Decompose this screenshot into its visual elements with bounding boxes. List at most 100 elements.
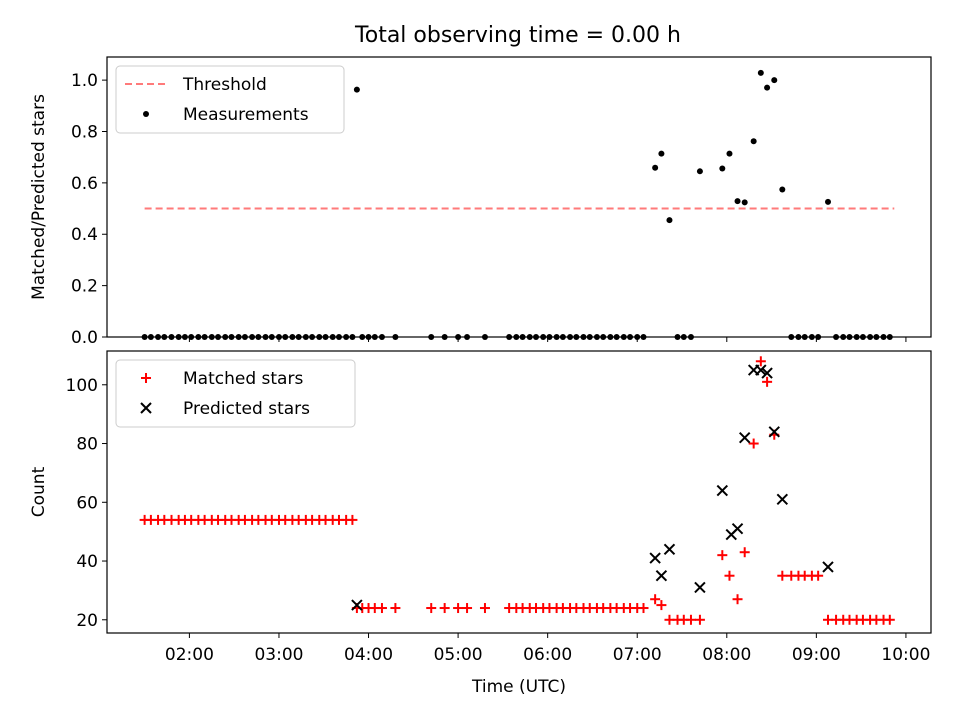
measurement-point bbox=[658, 150, 665, 157]
matched-star-point bbox=[347, 514, 358, 525]
matched-star-point bbox=[638, 603, 649, 614]
legend-predicted-swatch bbox=[140, 402, 152, 414]
matched-star-point bbox=[777, 570, 788, 581]
matched-star-point bbox=[762, 376, 773, 387]
matched-star-point bbox=[724, 570, 735, 581]
predicted-star-point bbox=[694, 581, 706, 594]
x-tick-label: 08:00 bbox=[702, 645, 751, 665]
y-tick-label: 100 bbox=[66, 376, 98, 396]
x-stroke bbox=[649, 552, 661, 564]
predicted-star-point bbox=[761, 367, 773, 379]
measurement-point bbox=[750, 138, 757, 145]
matched-star-point bbox=[732, 594, 743, 605]
legend-box bbox=[115, 359, 356, 428]
x-stroke bbox=[755, 364, 767, 376]
predicted-star-point bbox=[776, 493, 789, 506]
measurement-point bbox=[726, 150, 733, 157]
predicted-star-point bbox=[822, 561, 834, 573]
x-stroke bbox=[776, 493, 789, 506]
measurement-point bbox=[353, 86, 360, 93]
legend: Threshold Measurements bbox=[115, 65, 345, 134]
y-tick-label: 0.8 bbox=[71, 122, 98, 142]
matched-star-point bbox=[748, 438, 759, 449]
y-tick-label: 0.0 bbox=[71, 328, 98, 348]
matched-star-point bbox=[426, 603, 437, 614]
panel-bottom: 20 40 60 80 100 02:00 03:00 04:00 05:00 06:00 07:0… bbox=[29, 350, 932, 697]
y-tick-label: 80 bbox=[76, 435, 98, 455]
x-stroke bbox=[351, 599, 363, 611]
x-stroke bbox=[731, 523, 744, 535]
matched-star-point bbox=[739, 547, 750, 558]
predicted-star-point bbox=[731, 523, 744, 535]
predicted-star-point bbox=[716, 484, 729, 497]
x-stroke bbox=[140, 402, 152, 414]
x-tick-label: 05:00 bbox=[434, 645, 483, 665]
matched-star-point bbox=[650, 594, 661, 605]
predicted-star-point bbox=[649, 552, 661, 564]
y-tick-label: 60 bbox=[76, 493, 98, 513]
x-tick-label: 10:00 bbox=[881, 645, 930, 665]
matched-star-point bbox=[479, 603, 490, 614]
axes-frame bbox=[106, 56, 932, 338]
y-tick-label: 0.2 bbox=[71, 277, 98, 297]
predicted-star-point bbox=[663, 543, 676, 555]
matched-star-point bbox=[755, 356, 766, 367]
x-axis-label: Time (UTC) bbox=[471, 677, 566, 697]
y-tick-label: 0.6 bbox=[71, 174, 98, 194]
y-axis-label: Matched/Predicted stars bbox=[29, 94, 49, 300]
measurement-point bbox=[696, 168, 703, 175]
x-tick-label: 09:00 bbox=[792, 645, 841, 665]
matched-star-point bbox=[376, 603, 387, 614]
x-stroke bbox=[761, 367, 773, 379]
measurement-point bbox=[741, 199, 748, 206]
measurement-point bbox=[779, 186, 786, 193]
x-tick-label: 03:00 bbox=[254, 645, 303, 665]
figure-title: Total observing time = 0.00 h bbox=[354, 23, 681, 48]
y-tick-label: 0.4 bbox=[71, 225, 98, 245]
x-stroke bbox=[738, 431, 751, 444]
x-tick-label: 07:00 bbox=[613, 645, 662, 665]
measurement-point bbox=[719, 165, 726, 172]
legend-label: Matched stars bbox=[183, 369, 303, 389]
x-stroke bbox=[694, 581, 706, 594]
y-tick-label: 40 bbox=[76, 552, 98, 572]
series-matched-stars bbox=[139, 356, 895, 625]
matched-star-point bbox=[462, 603, 473, 614]
matched-star-point bbox=[390, 603, 401, 614]
legend-box bbox=[115, 65, 345, 134]
x-tick-label: 02:00 bbox=[165, 645, 214, 665]
x-stroke bbox=[716, 484, 729, 497]
x-stroke bbox=[655, 570, 668, 582]
legend: Matched stars Predicted stars bbox=[115, 359, 356, 428]
panel-top: 0.0 0.2 0.4 0.6 0.8 1.0 Matched/Predicted star… bbox=[29, 56, 932, 348]
x-stroke bbox=[663, 543, 676, 555]
matched-star-point bbox=[685, 614, 696, 625]
matched-star-point bbox=[656, 600, 667, 611]
legend-label: Predicted stars bbox=[183, 399, 310, 419]
x-stroke bbox=[822, 561, 834, 573]
legend-label: Measurements bbox=[183, 105, 309, 125]
matched-star-point bbox=[717, 550, 728, 561]
matched-star-point bbox=[453, 603, 464, 614]
legend-matched-swatch bbox=[141, 373, 151, 383]
measurement-point bbox=[825, 198, 831, 205]
matched-star-point bbox=[813, 570, 824, 581]
legend-measurement-swatch bbox=[143, 111, 149, 117]
measurement-point bbox=[771, 77, 778, 84]
legend-label: Threshold bbox=[182, 75, 267, 95]
measurement-point bbox=[764, 84, 771, 91]
matched-star-point bbox=[884, 614, 895, 625]
series-measurements bbox=[141, 69, 893, 340]
predicted-star-point bbox=[655, 570, 668, 582]
y-tick-label: 1.0 bbox=[71, 71, 98, 91]
predicted-star-point bbox=[351, 599, 363, 611]
y-axis-label: Count bbox=[29, 466, 49, 517]
predicted-star-point bbox=[738, 431, 751, 444]
predicted-star-point bbox=[768, 426, 780, 438]
y-tick-label: 20 bbox=[76, 611, 98, 631]
measurement-point bbox=[757, 69, 764, 76]
measurement-point bbox=[666, 217, 673, 224]
predicted-star-point bbox=[755, 364, 767, 376]
axes-frame bbox=[106, 350, 932, 634]
